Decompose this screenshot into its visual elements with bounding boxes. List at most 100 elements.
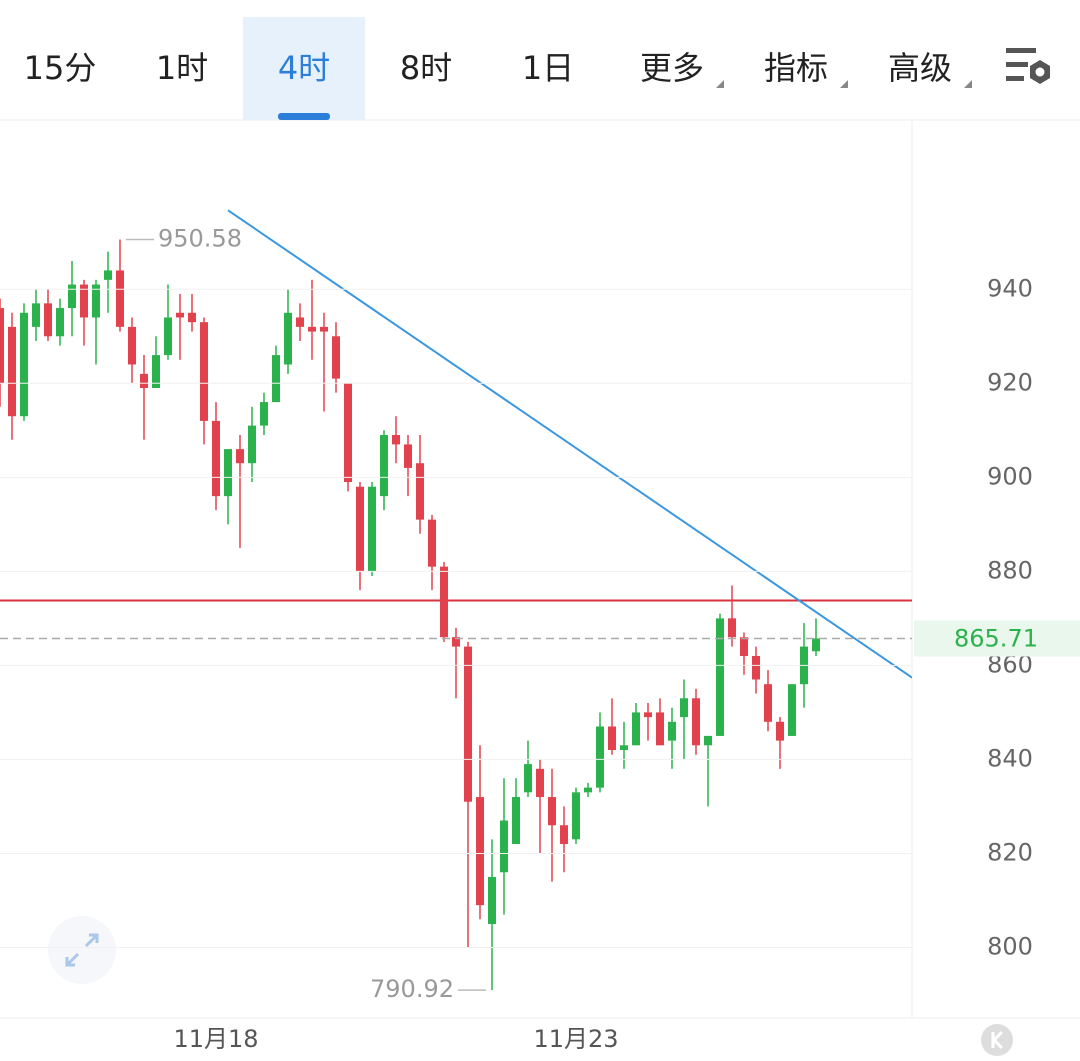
candle-body [404, 444, 412, 468]
candle-body [56, 308, 64, 337]
candle-body [512, 797, 520, 845]
y-tick-label: 920 [987, 368, 1033, 396]
settings-icon[interactable] [1006, 48, 1050, 84]
candle-body [224, 449, 232, 497]
candle-body [380, 435, 388, 497]
tab[interactable]: 15分 [24, 49, 97, 87]
expand-button[interactable] [48, 916, 116, 984]
candle-body [140, 373, 148, 388]
candle-body [320, 326, 328, 332]
candle-body [464, 646, 472, 802]
extreme-label: 790.92 [370, 975, 454, 1003]
candle-body [308, 326, 316, 332]
candle-body [284, 312, 292, 365]
candle-body [236, 449, 244, 464]
trend-line [227, 209, 912, 679]
tab[interactable]: 1时 [156, 49, 208, 87]
candle-body [92, 284, 100, 318]
candle-body [356, 486, 364, 572]
candle-body [260, 402, 268, 426]
candle-body [416, 463, 424, 520]
candle-body [344, 383, 352, 483]
candle-body [80, 284, 88, 318]
candle-body [608, 726, 616, 751]
candle-body [560, 825, 568, 845]
candle-body [620, 745, 628, 751]
candle-body [776, 721, 784, 741]
candle-body [176, 312, 184, 318]
candle-body [20, 312, 28, 417]
candle-body [812, 638, 820, 652]
candle-body [668, 721, 676, 741]
candle-body [32, 303, 40, 327]
dropdown-arrow [840, 80, 848, 88]
y-tick-label: 840 [987, 744, 1033, 772]
tab[interactable]: 指标 [764, 49, 828, 87]
candle-body [548, 797, 556, 826]
candle-body [104, 270, 112, 280]
candle-body [248, 425, 256, 464]
active-tab-bg [243, 17, 365, 120]
y-tick-label: 940 [987, 274, 1033, 302]
tab[interactable]: 8时 [400, 49, 452, 87]
candle-body [188, 312, 196, 323]
candle-body [584, 787, 592, 793]
candle-body [704, 735, 712, 746]
x-tick-label: 11月18 [173, 1025, 258, 1053]
candle-body [500, 820, 508, 873]
dropdown-arrow [964, 80, 972, 88]
candle-body [212, 420, 220, 497]
candle-body [596, 726, 604, 788]
candle-body [428, 519, 436, 567]
candle-body [740, 637, 748, 656]
tab[interactable]: 1日 [522, 49, 574, 87]
y-tick-label: 800 [987, 932, 1033, 960]
candle-body [44, 303, 52, 337]
candle-body [116, 270, 124, 327]
candle-body [680, 698, 688, 718]
candle-body [476, 797, 484, 906]
candle-body [8, 326, 16, 417]
tab[interactable]: 4时 [278, 49, 330, 87]
tab[interactable]: 高级 [888, 49, 952, 87]
candle-body [764, 684, 772, 722]
candle-body [68, 284, 76, 309]
candle-body [332, 336, 340, 379]
y-tick-label: 880 [987, 556, 1033, 584]
extreme-label: 950.58 [158, 225, 242, 253]
k-button[interactable] [981, 1024, 1013, 1056]
candle-body [128, 326, 136, 365]
y-tick-label: 900 [987, 462, 1033, 490]
candle-body [452, 637, 460, 647]
candle-body [392, 435, 400, 445]
candle-body [752, 655, 760, 680]
x-tick-label: 11月23 [533, 1025, 618, 1053]
candle-body [644, 712, 652, 718]
tab[interactable]: 更多 [640, 49, 704, 87]
candle-body [152, 355, 160, 388]
candle-body [440, 566, 448, 638]
candle-body [692, 698, 700, 746]
last-price-label: 865.71 [954, 625, 1038, 653]
active-tab-indicator [278, 113, 330, 120]
last-price-box [914, 620, 1080, 657]
candle-body [572, 792, 580, 840]
candle-body [536, 768, 544, 798]
candle-body [788, 684, 796, 736]
candle-body [524, 764, 532, 793]
candle-body [200, 322, 208, 421]
candle-body [296, 317, 304, 327]
plot [0, 209, 912, 991]
y-tick-label: 820 [987, 838, 1033, 866]
candle-body [728, 618, 736, 638]
dropdown-arrow [716, 80, 724, 88]
candle-body [656, 712, 664, 746]
candle-body [164, 317, 172, 356]
candle-body [0, 308, 4, 384]
candle-body [368, 486, 376, 572]
candle-body [488, 876, 496, 924]
candle-body [716, 618, 724, 736]
